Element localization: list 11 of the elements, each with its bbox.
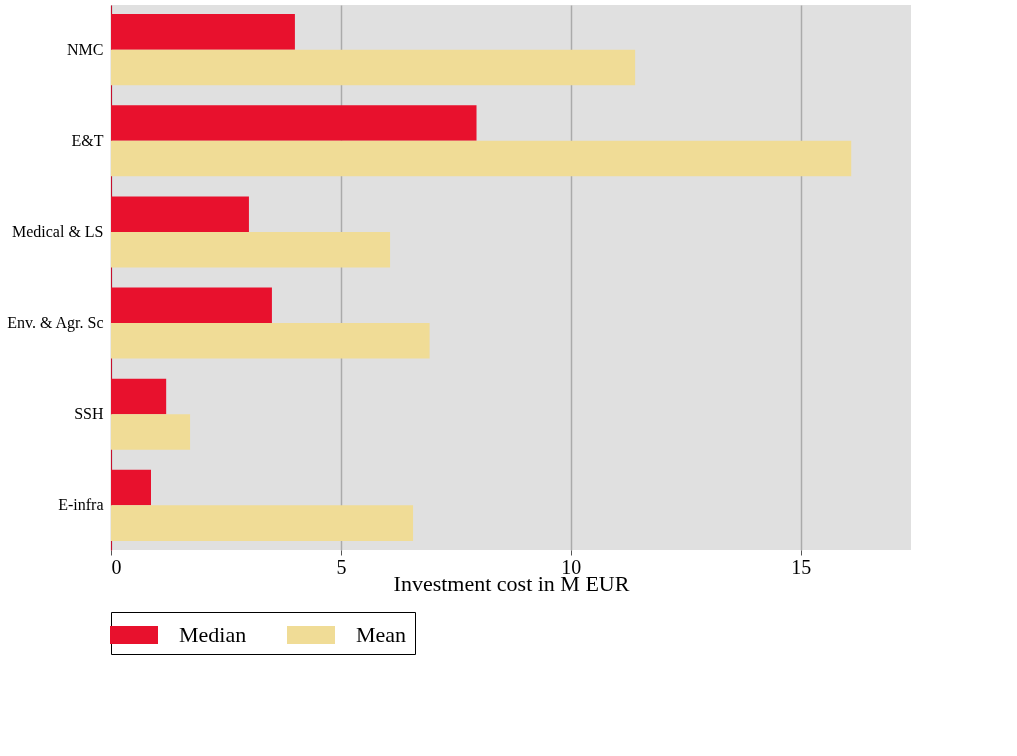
y-tick-label: NMC xyxy=(67,40,104,58)
x-tick-label: 5 xyxy=(336,555,347,578)
y-tick-label: SSH xyxy=(74,405,104,423)
y-tick-label: Env. & Agr. Sc xyxy=(7,314,104,333)
y-tick-label: E&T xyxy=(71,131,104,149)
legend-label: Median xyxy=(179,622,247,647)
x-tick-label: 15 xyxy=(791,555,812,578)
y-tick-label: Medical & LS xyxy=(11,222,104,240)
y-tick-label: E-infra xyxy=(58,496,104,514)
x-tick-label: 0 xyxy=(111,555,122,578)
legend-label: Mean xyxy=(356,622,407,647)
